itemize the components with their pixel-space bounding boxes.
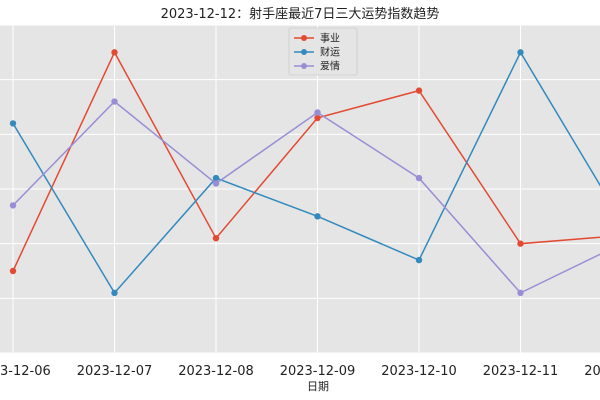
data-point bbox=[212, 174, 220, 182]
legend-swatch-marker bbox=[301, 49, 307, 55]
data-point bbox=[111, 289, 118, 297]
data-point bbox=[111, 98, 118, 105]
series-爱情 bbox=[9, 98, 600, 297]
data-point bbox=[212, 235, 220, 242]
chart-title: 2023-12-12：射手座最近7日三大运势指数趋势 bbox=[161, 6, 440, 22]
data-point bbox=[415, 87, 423, 94]
data-point bbox=[111, 49, 118, 56]
x-tick-labels: 2023-12-06 2023-12-07 2023-12-08 2023-12-09… bbox=[0, 364, 600, 379]
data-point bbox=[517, 289, 524, 297]
grid-lines bbox=[0, 24, 600, 354]
x-tick-label: 2023-12-10 bbox=[381, 364, 457, 379]
x-tick-label: 2023-12-11 bbox=[483, 364, 559, 379]
legend-swatch-marker bbox=[301, 63, 307, 69]
x-tick-label: 2023-12-07 bbox=[77, 364, 153, 379]
data-point bbox=[415, 174, 423, 182]
x-tick-label: 2023-12-08 bbox=[178, 364, 254, 379]
x-tick-label: 2023-12-09 bbox=[280, 364, 356, 379]
data-point bbox=[9, 120, 17, 127]
data-point bbox=[314, 213, 321, 220]
data-point bbox=[212, 180, 220, 187]
data-point bbox=[415, 256, 423, 264]
legend-label: 爱情 bbox=[320, 60, 340, 73]
x-axis-label: 日期 bbox=[307, 380, 329, 393]
data-point bbox=[517, 49, 524, 56]
data-point bbox=[9, 202, 17, 209]
series-layer bbox=[9, 49, 600, 297]
data-point bbox=[517, 240, 524, 247]
series-事业 bbox=[9, 49, 600, 275]
x-tick-label: 2023-12-06 bbox=[0, 364, 51, 379]
legend-label: 事业 bbox=[320, 32, 340, 45]
data-point bbox=[314, 109, 321, 116]
x-tick-label: 2023-12-12 bbox=[584, 364, 600, 379]
legend-swatch-marker bbox=[301, 35, 307, 41]
data-point bbox=[9, 267, 17, 275]
legend-label: 财运 bbox=[320, 46, 340, 59]
series-财运 bbox=[9, 49, 600, 297]
data-point bbox=[314, 114, 321, 122]
